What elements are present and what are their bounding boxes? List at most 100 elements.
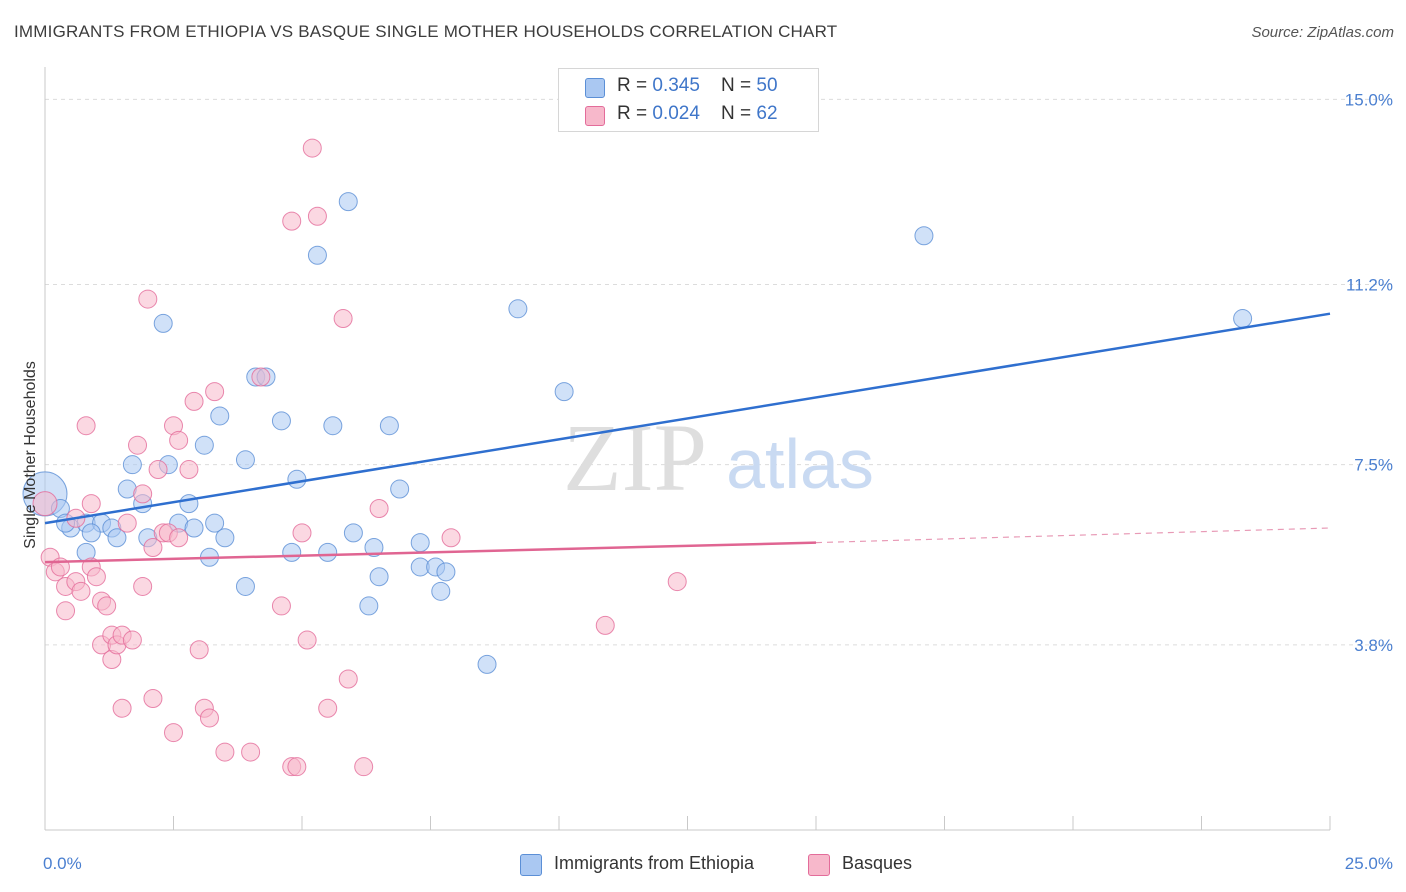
point-basques — [271, 596, 291, 616]
y-tick-label: 3.8% — [1354, 636, 1393, 655]
n-value: 50 — [756, 75, 778, 96]
legend-swatch-ethiopia — [585, 78, 605, 98]
point-basques — [667, 572, 687, 592]
point-ethiopia — [271, 411, 291, 431]
point-basques — [189, 640, 209, 660]
point-basques — [169, 430, 189, 450]
trend-line-basques-extension — [815, 527, 1331, 544]
series-label-ethiopia: Immigrants from Ethiopia — [554, 853, 755, 873]
r-value: 0.024 — [652, 103, 700, 124]
point-basques — [133, 484, 153, 504]
point-basques — [287, 757, 307, 777]
point-ethiopia — [205, 513, 225, 533]
point-ethiopia — [287, 469, 307, 489]
point-ethiopia — [1233, 309, 1253, 329]
point-basques — [117, 513, 137, 533]
point-ethiopia — [282, 542, 302, 562]
point-basques — [241, 742, 261, 762]
point-basques — [333, 309, 353, 329]
point-ethiopia — [235, 576, 255, 596]
point-ethiopia — [210, 406, 230, 426]
point-basques — [122, 630, 142, 650]
point-basques — [128, 435, 148, 455]
source-credit: Source: ZipAtlas.com — [1251, 24, 1394, 41]
point-ethiopia — [235, 450, 255, 470]
point-ethiopia — [81, 523, 101, 543]
point-ethiopia — [153, 313, 173, 333]
data-points — [22, 138, 1253, 777]
watermark-atlas: atlas — [726, 425, 874, 503]
point-ethiopia — [122, 455, 142, 475]
y-tick-label: 11.2% — [1346, 275, 1393, 294]
point-basques — [143, 688, 163, 708]
point-ethiopia — [194, 435, 214, 455]
x-tick-label: 0.0% — [43, 854, 82, 873]
correlation-legend: R = 0.345 N = 50 R = 0.024 N = 62 — [558, 68, 819, 132]
point-ethiopia — [390, 479, 410, 499]
point-ethiopia — [477, 654, 497, 674]
point-basques — [302, 138, 322, 158]
point-basques — [205, 382, 225, 402]
r-label: R = — [617, 103, 653, 124]
point-basques — [184, 391, 204, 411]
point-ethiopia — [215, 528, 235, 548]
grid-lines — [45, 98, 1392, 646]
point-ethiopia — [410, 533, 430, 553]
point-ethiopia — [369, 567, 389, 587]
point-basques — [56, 601, 76, 621]
point-basques — [86, 567, 106, 587]
point-basques — [199, 708, 219, 728]
legend-text: R = 0.024 N = 62 — [617, 103, 778, 125]
point-ethiopia — [343, 523, 363, 543]
series-swatch-basques — [808, 854, 830, 876]
point-basques — [179, 460, 199, 480]
point-basques — [71, 581, 91, 601]
series-legend: Immigrants from Ethiopia Basques — [0, 852, 1406, 878]
tick-labels: 3.8% 7.5% 11.2% 15.0% 0.0% 25.0% — [43, 90, 1393, 873]
point-ethiopia — [436, 562, 456, 582]
point-ethiopia — [359, 596, 379, 616]
point-basques — [297, 630, 317, 650]
point-basques — [112, 698, 132, 718]
point-basques — [595, 615, 615, 635]
point-basques — [369, 499, 389, 519]
n-label: N = — [721, 103, 757, 124]
point-ethiopia — [431, 581, 451, 601]
point-ethiopia — [318, 542, 338, 562]
legend-row-basques: R = 0.024 N = 62 — [559, 101, 818, 129]
trend-lines — [44, 312, 1331, 564]
point-basques — [282, 211, 302, 231]
y-tick-label: 15.0% — [1345, 90, 1393, 109]
point-basques — [133, 576, 153, 596]
point-basques — [338, 669, 358, 689]
point-basques — [292, 523, 312, 543]
n-label: N = — [721, 75, 757, 96]
point-ethiopia — [179, 494, 199, 514]
point-basques — [143, 537, 163, 557]
point-ethiopia — [379, 416, 399, 436]
legend-text: R = 0.345 N = 50 — [617, 75, 778, 97]
point-ethiopia — [107, 528, 127, 548]
y-tick-label: 7.5% — [1354, 456, 1393, 475]
point-basques — [32, 491, 58, 517]
watermark-zip: ZIP — [563, 404, 707, 511]
r-value: 0.345 — [652, 75, 700, 96]
point-basques — [307, 206, 327, 226]
trend-line-basques — [44, 541, 817, 564]
point-basques — [76, 416, 96, 436]
point-ethiopia — [508, 299, 528, 319]
point-basques — [215, 742, 235, 762]
series-label-basques: Basques — [842, 853, 913, 873]
axes — [44, 67, 1331, 831]
point-ethiopia — [554, 382, 574, 402]
point-ethiopia — [184, 518, 204, 538]
point-basques — [164, 723, 183, 743]
point-basques — [251, 367, 271, 387]
point-ethiopia — [364, 537, 384, 557]
series-swatch-ethiopia — [520, 854, 542, 876]
watermark: ZIP atlas — [563, 404, 874, 511]
y-axis-label: Single Mother Households — [22, 361, 39, 549]
point-basques — [138, 289, 158, 309]
trend-line-ethiopia — [44, 312, 1331, 525]
